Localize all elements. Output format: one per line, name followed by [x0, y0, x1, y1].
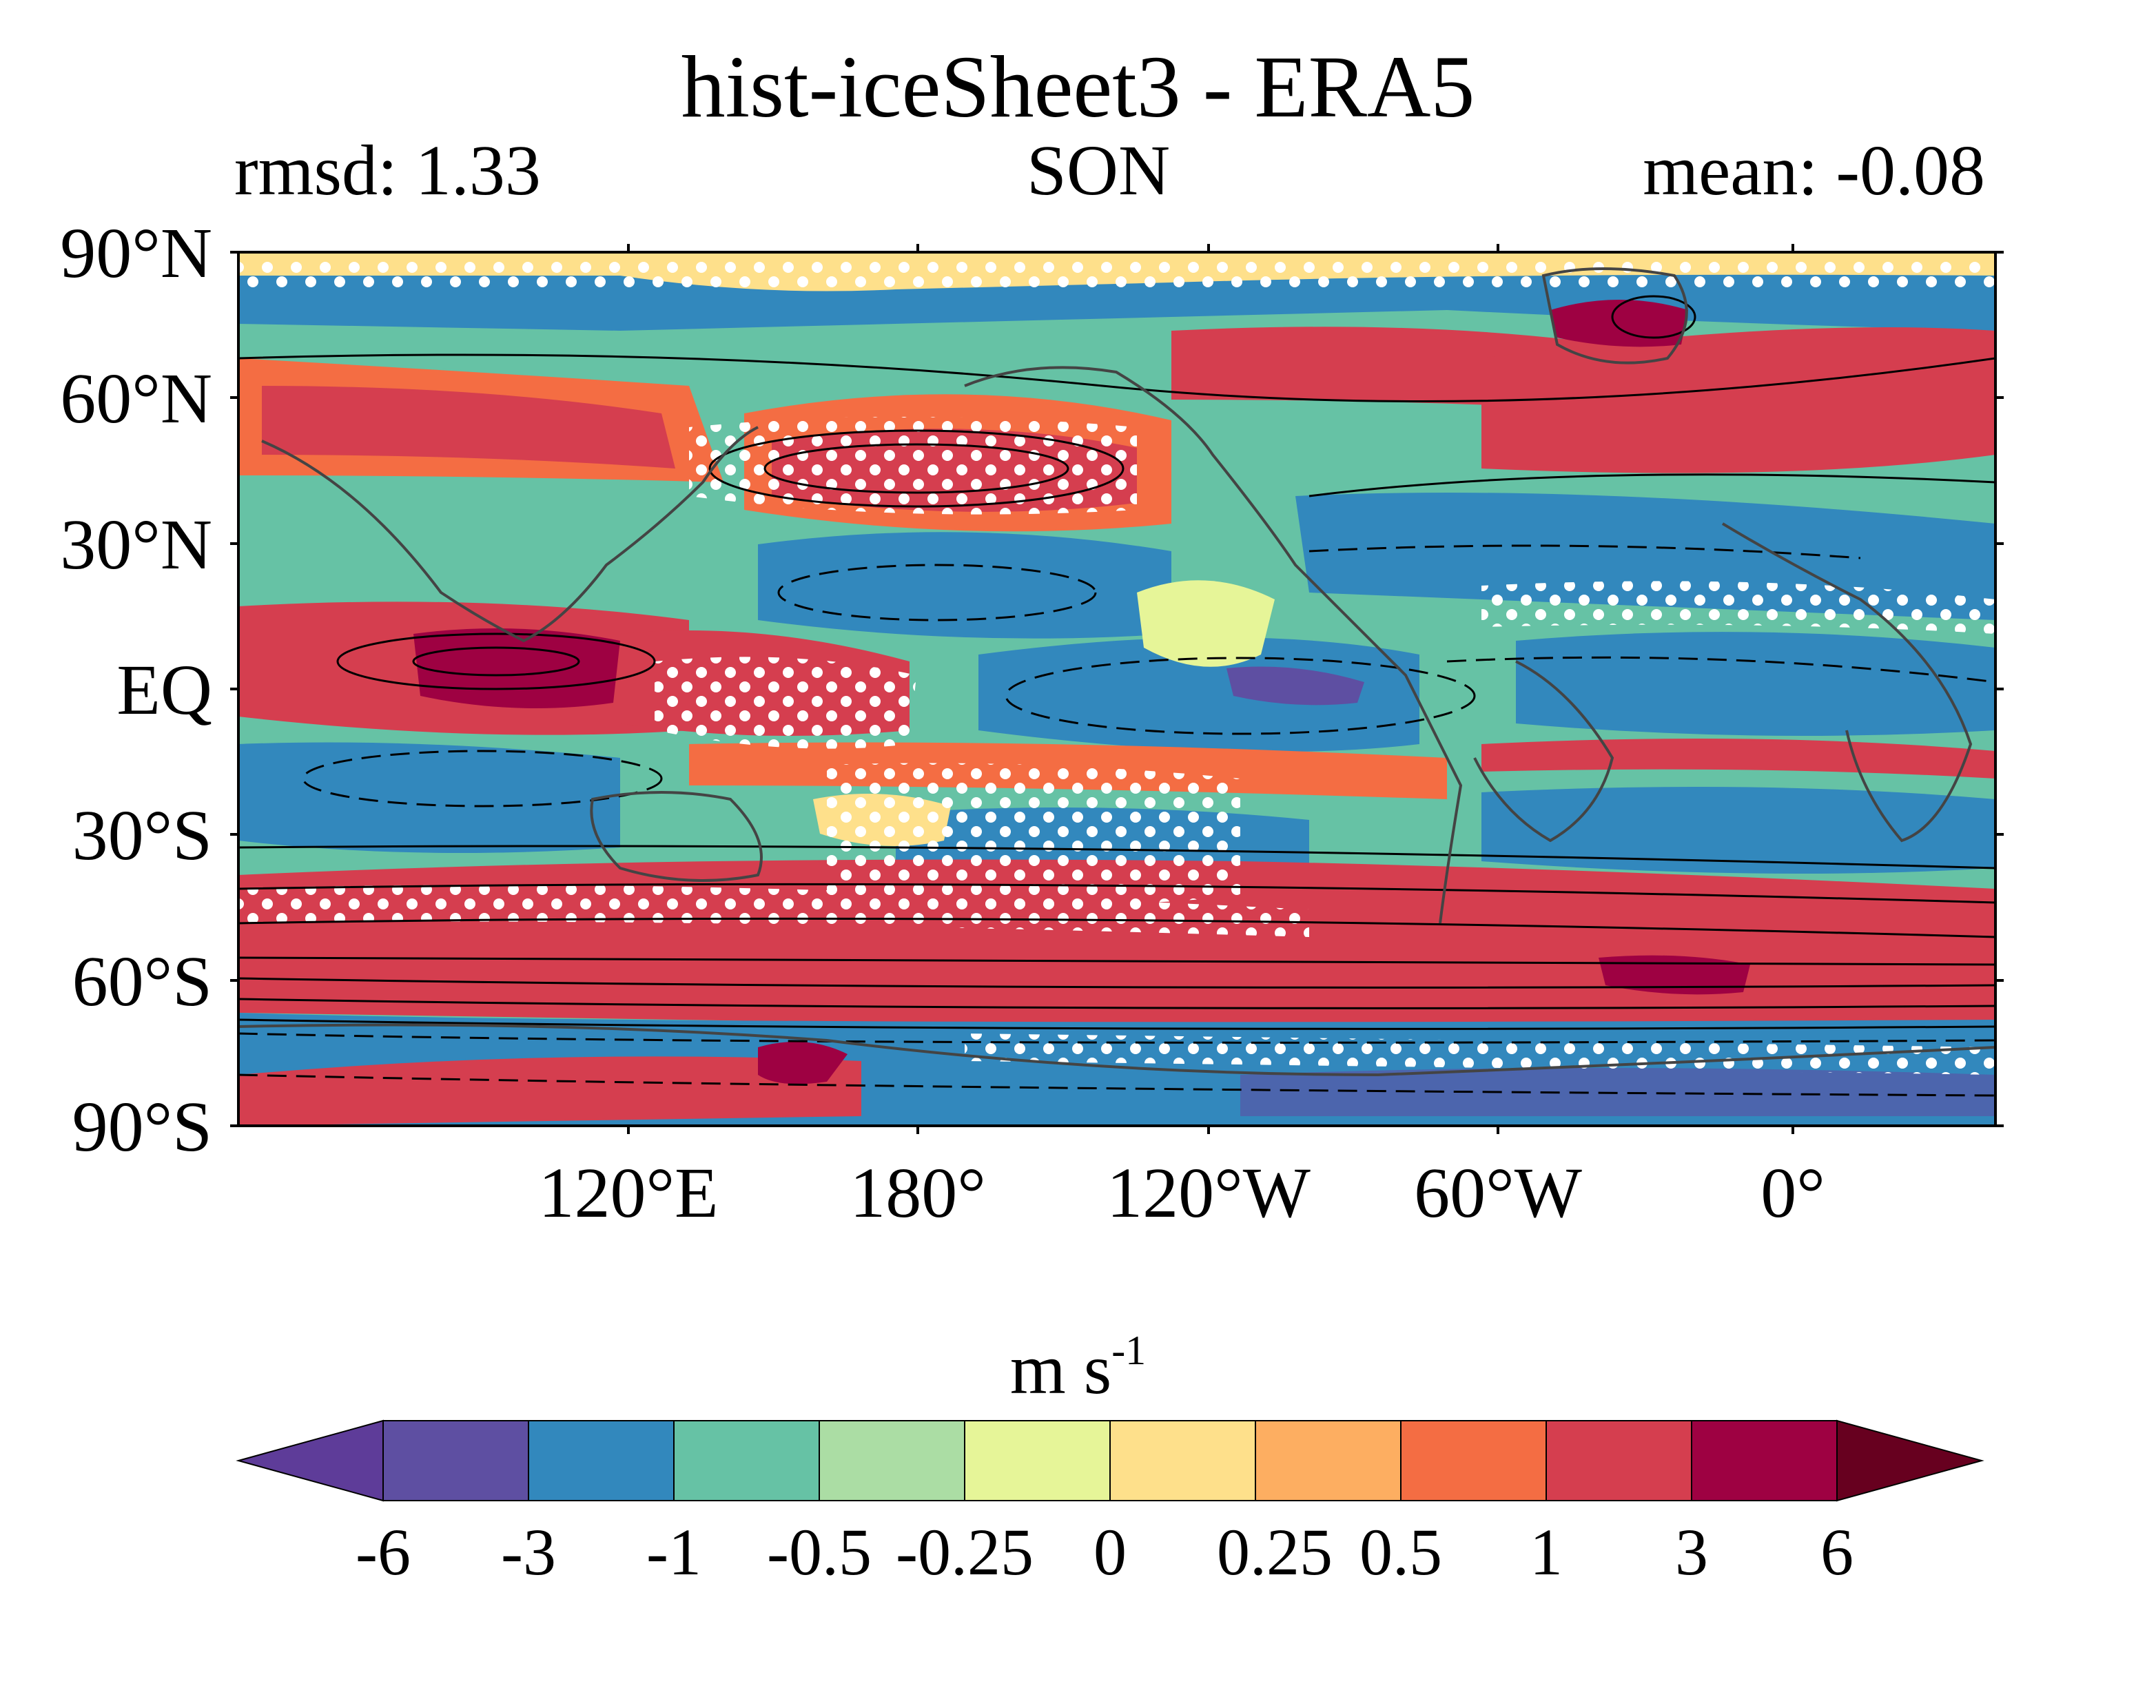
significance-stippling: [238, 262, 1995, 1075]
lon-tick-label: 0°: [1760, 1153, 1825, 1233]
colorbar-extend-low: [236, 1419, 384, 1502]
colorbar-swatch: [1400, 1420, 1547, 1501]
colorbar-tick-label: -0.5: [767, 1515, 872, 1589]
colorbar-swatch: [819, 1420, 965, 1501]
season-label: SON: [1027, 131, 1171, 210]
tick-marks: [230, 244, 2004, 1134]
coastlines: [238, 267, 1995, 1077]
colorbar-tick-label: 3: [1675, 1515, 1708, 1589]
colorbar-tick-label: 0.25: [1217, 1515, 1333, 1589]
lon-tick-label: 60°W: [1414, 1153, 1582, 1233]
climatology-contours: [238, 295, 1995, 1030]
lat-tick-label: EQ: [116, 650, 212, 730]
colorbar-swatch: [1546, 1420, 1692, 1501]
colorbar-tick-label: 6: [1820, 1515, 1854, 1589]
lat-tick-label: 30°N: [60, 505, 212, 584]
lat-tick-label: 60°N: [60, 359, 212, 438]
colorbar-tick-label: 0: [1094, 1515, 1127, 1589]
colorbar-swatch: [382, 1420, 529, 1501]
lon-tick-label: 120°W: [1107, 1153, 1311, 1233]
lat-tick-label: 90°N: [60, 214, 212, 293]
colorbar-tick-label: 0.5: [1359, 1515, 1442, 1589]
lat-tick-label: 30°S: [72, 796, 212, 875]
colorbar-swatch: [1255, 1420, 1402, 1501]
colorbar-tick-label: -1: [646, 1515, 701, 1589]
colorbar-swatch: [673, 1420, 820, 1501]
colorbar-tick-label: 1: [1530, 1515, 1563, 1589]
colorbar-tick-label: -0.25: [896, 1515, 1034, 1589]
colorbar-units: m s-1: [0, 1330, 2156, 1406]
colorbar-units-base: m s: [1009, 1330, 1112, 1409]
figure-title: hist-iceSheet3 - ERA5: [681, 38, 1475, 136]
negative-contours: [238, 544, 1995, 1097]
colorbar-units-exponent: -1: [1111, 1328, 1147, 1373]
colorbar-extend-high: [1836, 1419, 1984, 1502]
colorbar-swatch: [528, 1420, 675, 1501]
lon-tick-label: 120°E: [538, 1153, 719, 1233]
colorbar: [236, 1419, 1984, 1502]
colorbar-swatch: [964, 1420, 1111, 1501]
colorbar-swatch: [1109, 1420, 1256, 1501]
rmsd-label: rmsd: 1.33: [234, 131, 541, 210]
colorbar-tick-label: -3: [501, 1515, 556, 1589]
lat-tick-label: 90°S: [72, 1087, 212, 1166]
lat-tick-label: 60°S: [72, 942, 212, 1021]
mean-label: mean: -0.08: [1643, 131, 1985, 210]
colorbar-tick-label: -6: [356, 1515, 411, 1589]
lon-tick-label: 180°: [850, 1153, 986, 1233]
colorbar-swatch: [1691, 1420, 1838, 1501]
